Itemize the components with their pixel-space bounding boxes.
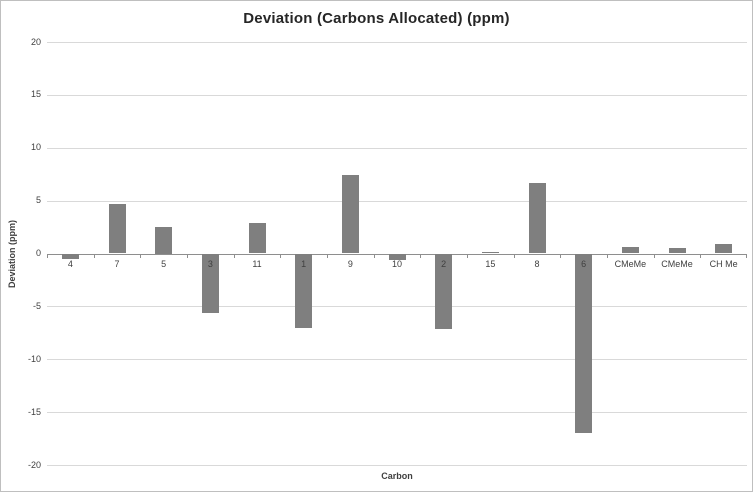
y-axis-tick-label: -5: [32, 300, 41, 311]
x-axis-category-label: 6: [581, 258, 587, 269]
gridline: [47, 147, 747, 149]
y-axis-tick-label: 0: [35, 248, 41, 258]
gridline: [47, 42, 747, 43]
x-axis-tick: [467, 253, 468, 258]
x-axis-category-label: 15: [485, 258, 496, 269]
x-axis-category-label: 3: [207, 258, 213, 269]
gridline: [47, 465, 747, 466]
x-axis-tick: [280, 253, 282, 258]
x-axis-category-label: CMeMe: [614, 258, 647, 269]
x-axis-category-label: CH Me: [709, 258, 738, 269]
x-axis-tick: [187, 253, 188, 258]
x-axis-tick: [420, 253, 422, 258]
y-axis-tick-label: 10: [30, 142, 41, 153]
gridline: [47, 200, 747, 202]
x-axis-tick: [746, 253, 747, 258]
x-axis-category-label: 1: [301, 258, 307, 269]
x-axis-category-label: 7: [114, 258, 120, 269]
chart-title: Deviation (Carbons Allocated) (ppm): [243, 10, 510, 27]
x-axis-tick: [560, 253, 562, 258]
bar-3: [201, 253, 219, 313]
x-axis-category-label: 10: [391, 258, 403, 269]
bar-6: [575, 253, 593, 434]
x-axis-tick: [373, 253, 375, 258]
bar-5: [155, 227, 173, 254]
gridline: [47, 306, 747, 308]
bar-CH Me: [715, 243, 733, 254]
x-axis-tick: [653, 253, 655, 258]
x-axis-tick: [47, 253, 48, 258]
bar-10: [388, 253, 406, 260]
x-axis-title: Carbon: [381, 471, 413, 481]
bar-1: [295, 253, 313, 328]
x-axis-tick: [140, 253, 142, 258]
x-axis-tick: [700, 253, 702, 258]
bar-4: [61, 253, 79, 259]
gridline: [47, 412, 747, 414]
x-axis-category-label: 4: [67, 258, 73, 269]
x-axis-category-label: 8: [534, 258, 540, 269]
x-axis-tick: [233, 253, 235, 258]
y-axis-tick-label: -10: [27, 353, 41, 364]
x-axis-tick: [513, 253, 515, 258]
bar-7: [108, 203, 126, 254]
y-axis-tick-label: 5: [35, 195, 41, 206]
plot-area: 4 7 5 3 11 1 9 10 2 15 8 6 CMeMe CMeMe CH Me: [47, 42, 747, 466]
y-axis-tick-label: 15: [30, 89, 41, 100]
x-axis-category-label: CMeMe: [661, 258, 693, 269]
x-axis-tick: [607, 253, 608, 258]
bar-2: [435, 253, 453, 329]
bar-9: [341, 175, 359, 254]
x-axis-category-label: 5: [161, 258, 167, 269]
gridline: [47, 94, 747, 96]
bar-15: [481, 252, 499, 254]
x-axis-category-label: 2: [441, 258, 447, 269]
x-axis-category-label: 9: [347, 258, 353, 269]
bar-11: [248, 222, 266, 254]
x-axis-category-label: 11: [252, 258, 262, 269]
bar-CMeMe: [668, 248, 686, 254]
bar-8: [528, 182, 546, 254]
bar-CMeMe: [621, 247, 639, 254]
x-axis-tick: [93, 253, 95, 258]
gridline: [47, 359, 747, 361]
y-axis-tick-label: -15: [27, 406, 41, 417]
y-axis-tick-label: 20: [30, 36, 41, 47]
x-axis-tick: [327, 253, 328, 258]
y-axis-tick-label: -20: [27, 459, 41, 470]
